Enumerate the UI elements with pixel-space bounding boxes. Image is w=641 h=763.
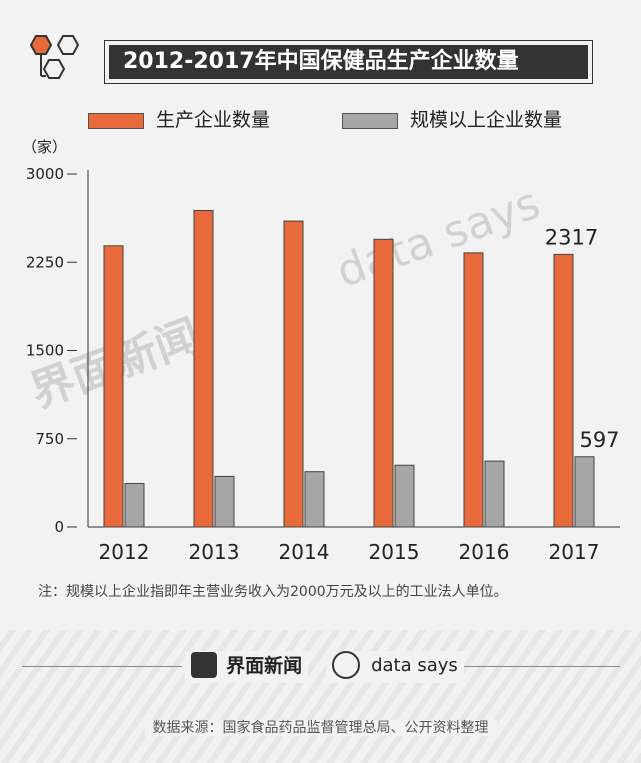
- y-axis-unit: （家）: [22, 138, 68, 156]
- y-tick-label: 750: [35, 430, 64, 448]
- y-tick-label: 1500: [26, 342, 64, 360]
- source-text: 数据来源：国家食品药品监督管理总局、公开资料整理: [144, 720, 497, 736]
- legend-label-production: 生产企业数量: [156, 109, 271, 131]
- bar-production: [463, 252, 484, 528]
- x-tick-label: 2017: [549, 540, 600, 564]
- hexagon-logo-icon: [29, 35, 80, 79]
- source-line: 数据来源：国家食品药品监督管理总局、公开资料整理: [0, 717, 641, 737]
- brand-datasays: data says: [326, 651, 464, 683]
- y-tick-label: 0: [54, 518, 64, 536]
- footnote: 注：规模以上企业指即年主营业务收入为2000万元及以上的工业法人单位。: [38, 584, 508, 600]
- footer-rule-left: [22, 666, 182, 667]
- bar-production: [283, 220, 304, 528]
- legend-swatch-production: [88, 113, 144, 129]
- bar-above-scale: [574, 456, 595, 528]
- data-label: 597: [579, 428, 619, 452]
- footer-stripe-background: [0, 630, 641, 763]
- y-tick-label: 3000: [26, 165, 64, 183]
- x-tick-label: 2013: [189, 540, 240, 564]
- bar-production: [373, 238, 394, 528]
- x-tick-label: 2012: [99, 540, 150, 564]
- bar-chart: 0 750 1500 2250 3000 2012 2013 2014 2015 2016 2017…: [26, 165, 620, 564]
- footer-rule-right: [464, 666, 620, 667]
- chart-title-frame: 2012-2017年中国保健品生产企业数量: [104, 40, 593, 84]
- chart-title: 2012-2017年中国保健品生产企业数量: [109, 45, 588, 79]
- brand-jiemian-label: 界面新闻: [226, 655, 303, 677]
- brand-jiemian: 界面新闻: [185, 651, 309, 683]
- legend-label-above-scale: 规模以上企业数量: [410, 109, 563, 131]
- x-tick-label: 2015: [369, 540, 420, 564]
- jiemian-logo-icon: [191, 651, 217, 678]
- bar-above-scale: [394, 464, 415, 528]
- bar-production: [193, 209, 214, 528]
- bar-production: [103, 245, 124, 528]
- bar-above-scale: [214, 475, 235, 528]
- brand-datasays-label: data says: [371, 654, 458, 676]
- bar-above-scale: [124, 482, 145, 528]
- footer-brands: 界面新闻 data says: [0, 645, 641, 689]
- datasays-logo-icon: [332, 651, 360, 679]
- data-label: 2317: [545, 225, 598, 249]
- x-tick-label: 2014: [279, 540, 330, 564]
- bar-above-scale: [484, 460, 505, 528]
- bar-above-scale: [304, 471, 325, 528]
- y-tick-label: 2250: [26, 253, 64, 271]
- bar-production: [553, 253, 574, 528]
- x-tick-label: 2016: [459, 540, 510, 564]
- legend-swatch-above-scale: [342, 113, 398, 129]
